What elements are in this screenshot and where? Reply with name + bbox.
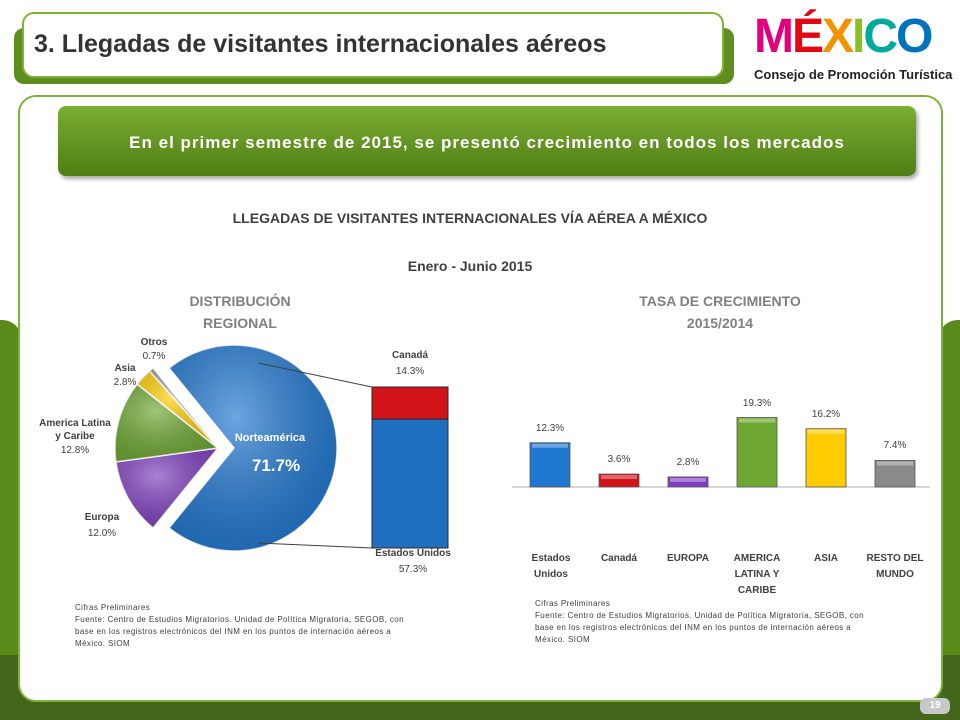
pie-label-europa-value: 12.0% [88, 528, 116, 539]
bar-title-line: TASA DE CRECIMIENTO [639, 293, 801, 309]
bar-category-line: ASIA [814, 553, 838, 564]
pie-slice-latam-shade [115, 384, 218, 462]
growth-bar [874, 459, 916, 488]
source-line: Fuente: Centro de Estudios Migratorios. … [75, 615, 404, 624]
growth-bar-highlight [739, 418, 775, 423]
source-line: México. SIOM [75, 639, 131, 648]
bar-value-label: 2.8% [676, 456, 700, 468]
growth-bar-highlight [877, 461, 913, 466]
pie-title-line: REGIONAL [203, 315, 277, 331]
page-number: 19 [920, 698, 950, 714]
source-line: Fuente: Centro de Estudios Migratorios. … [535, 611, 864, 620]
bar-source-note: Cifras Preliminares Fuente: Centro de Es… [535, 598, 935, 646]
logo-letter: C [863, 10, 898, 63]
bar-category-line: RESTO DEL [866, 553, 924, 564]
headline-text: En el primer semestre de 2015, se presen… [129, 133, 845, 152]
growth-bar-highlight [601, 475, 637, 480]
bar-category-label: AMERICA LATINA Y CARIBE [722, 551, 792, 599]
pie-label-latam-value: 12.8% [61, 445, 89, 456]
bar-category-label: ASIA [791, 551, 861, 567]
source-line: Cifras Preliminares [535, 599, 611, 608]
headline-banner [58, 106, 916, 176]
bar-category-line: Unidos [534, 569, 568, 580]
logo-letter: O [896, 10, 933, 63]
pie-source-note: Cifras Preliminares Fuente: Centro de Es… [75, 602, 475, 650]
growth-bar-highlight [670, 477, 706, 482]
breakdown-label-canada-value: 14.3% [396, 366, 424, 377]
bar-category-line: EUROPA [666, 553, 710, 564]
breakdown-label-canada-name: Canadá [392, 350, 429, 361]
growth-bar [529, 442, 571, 488]
pie-slice-otros-shade [149, 368, 218, 448]
bar-group [529, 417, 916, 488]
breakdown-segment-usa [371, 418, 449, 549]
bar-category-line: Canadá [600, 553, 638, 564]
pie-slice-norteamerica-shade [169, 344, 338, 551]
logo-letter: É [791, 10, 824, 63]
pie-label-norteamerica-value: 71.7% [252, 456, 300, 475]
pie-group [114, 344, 338, 552]
right-decor-bar [938, 320, 960, 720]
pie-slice-asia-shade [137, 370, 218, 448]
pie-label-asia-name: Asia [114, 363, 136, 374]
logo-letter: I [852, 10, 865, 63]
breakdown-label-usa-name: Estados Unidos [375, 548, 451, 559]
growth-bar [805, 428, 847, 488]
pie-section-title: DISTRIBUCIÓN REGIONAL [150, 290, 330, 334]
report-title: LLEGADAS DE VISITANTES INTERNACIONALES V… [232, 210, 708, 226]
page-title: 3. Llegadas de visitantes internacionale… [34, 30, 607, 58]
bar-value-label: 19.3% [742, 397, 772, 409]
left-decor-bar [0, 320, 22, 720]
growth-bar-highlight [532, 443, 568, 448]
growth-bar-highlight [808, 429, 844, 434]
breakdown-group [257, 362, 449, 549]
breakdown-connector-bottom [257, 542, 373, 549]
source-line: base en los registros electrónicos del I… [535, 623, 852, 632]
pie-label-otros-value: 0.7% [143, 351, 166, 362]
logo-subtitle: Consejo de Promoción Turística [754, 67, 953, 82]
pie-title-line: DISTRIBUCIÓN [189, 293, 291, 309]
bar-title-line: 2015/2014 [686, 315, 754, 331]
bar-category-label: Canadá [584, 551, 654, 567]
bar-value-label: 7.4% [883, 440, 907, 452]
bar-category-line: LATINA Y [734, 569, 780, 580]
breakdown-connector-top [257, 362, 373, 388]
bar-value-label: 3.6% [607, 454, 631, 466]
pie-label-norteamerica-name: Norteamérica [235, 432, 306, 444]
source-line: base en los registros electrónicos del I… [75, 627, 392, 636]
source-line: México. SIOM [535, 635, 591, 644]
pie-label-otros-name: Otros [141, 337, 168, 348]
bar-value-label: 12.3% [535, 422, 565, 434]
bar-category-label: RESTO DEL MUNDO [860, 551, 930, 583]
report-period: Enero - Junio 2015 [407, 258, 533, 274]
source-line: Cifras Preliminares [75, 603, 151, 612]
growth-bar [736, 417, 778, 488]
breakdown-segment-canada [371, 386, 449, 420]
bar-category-line: Estados [531, 553, 571, 564]
pie-slice-europa-shade [115, 448, 218, 528]
mexico-logo: MÉXICO [754, 8, 933, 66]
bar-value-label: 16.2% [811, 408, 841, 420]
bar-category-line: MUNDO [876, 569, 914, 580]
bar-section-title: TASA DE CRECIMIENTO 2015/2014 [610, 290, 830, 334]
pie-label-europa-name: Europa [85, 512, 120, 523]
bar-category-line: AMERICA [733, 553, 781, 564]
logo-letter: M [754, 10, 794, 63]
breakdown-label-usa-value: 57.3% [399, 564, 427, 575]
logo-letter: X [822, 10, 854, 63]
growth-bar [598, 473, 640, 488]
pie-label-latam-name-2: y Caribe [55, 431, 95, 442]
bar-category-line: CARIBE [737, 585, 777, 596]
bar-category-label: EUROPA [653, 551, 723, 567]
title-box [22, 12, 724, 78]
pie-label-asia-value: 2.8% [114, 377, 137, 388]
growth-bar [667, 476, 709, 488]
bar-category-label: Estados Unidos [516, 551, 586, 583]
pie-label-latam-name-1: America Latina [39, 418, 111, 429]
